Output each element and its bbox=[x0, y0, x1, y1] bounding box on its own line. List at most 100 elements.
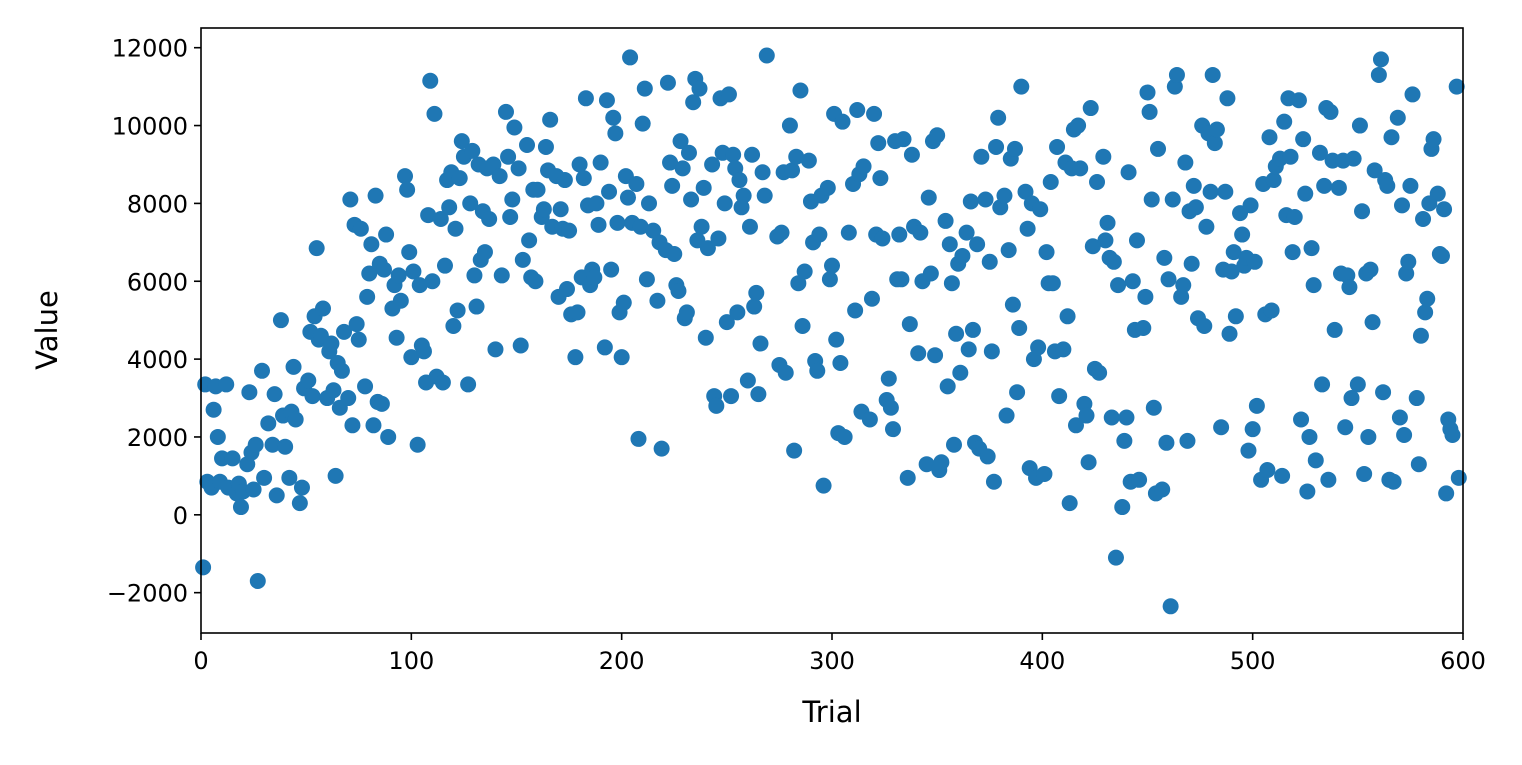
point bbox=[632, 218, 649, 235]
point bbox=[1217, 183, 1234, 200]
point bbox=[1084, 238, 1101, 255]
point bbox=[373, 395, 390, 412]
point bbox=[725, 146, 742, 163]
point bbox=[788, 148, 805, 165]
point bbox=[1120, 164, 1137, 181]
point bbox=[352, 220, 369, 237]
point bbox=[1017, 183, 1034, 200]
point bbox=[1061, 495, 1078, 512]
point bbox=[434, 374, 451, 391]
point bbox=[1311, 144, 1328, 161]
point bbox=[577, 90, 594, 107]
point bbox=[954, 247, 971, 264]
point bbox=[664, 177, 681, 194]
point bbox=[1032, 201, 1049, 218]
y-tick-label: 10000 bbox=[112, 113, 188, 141]
point bbox=[392, 292, 409, 309]
point bbox=[945, 436, 962, 453]
point bbox=[1265, 172, 1282, 189]
x-tick-label: 500 bbox=[1230, 647, 1276, 675]
point bbox=[556, 172, 573, 189]
point bbox=[744, 146, 761, 163]
point bbox=[662, 154, 679, 171]
point bbox=[514, 251, 531, 268]
point bbox=[1036, 465, 1053, 482]
point bbox=[849, 101, 866, 118]
point bbox=[758, 47, 775, 64]
point bbox=[824, 257, 840, 274]
point bbox=[397, 168, 414, 185]
point bbox=[695, 179, 712, 196]
point bbox=[1362, 261, 1379, 278]
point bbox=[1154, 481, 1171, 498]
point bbox=[1107, 549, 1124, 566]
point bbox=[1004, 296, 1021, 313]
point bbox=[253, 362, 270, 379]
point bbox=[948, 325, 965, 342]
point bbox=[634, 115, 651, 132]
point bbox=[1000, 242, 1017, 259]
point bbox=[567, 349, 584, 366]
point bbox=[638, 271, 655, 288]
point bbox=[314, 300, 331, 317]
point bbox=[784, 162, 801, 179]
point bbox=[723, 388, 740, 405]
point bbox=[466, 267, 483, 284]
point bbox=[809, 362, 826, 379]
point bbox=[571, 156, 588, 173]
point bbox=[1158, 434, 1175, 451]
point bbox=[1408, 390, 1425, 407]
point bbox=[205, 401, 222, 418]
point bbox=[287, 411, 304, 428]
point bbox=[333, 362, 350, 379]
point bbox=[367, 187, 384, 204]
point bbox=[241, 384, 258, 401]
y-tick-label: −2000 bbox=[107, 580, 188, 608]
point bbox=[659, 74, 676, 91]
point bbox=[1013, 78, 1030, 95]
point bbox=[424, 273, 441, 290]
point bbox=[1006, 140, 1023, 157]
point bbox=[1179, 432, 1196, 449]
point bbox=[476, 244, 493, 261]
point bbox=[636, 80, 653, 97]
point bbox=[1221, 325, 1238, 342]
point bbox=[983, 343, 1000, 360]
point bbox=[840, 224, 857, 241]
y-tick-label: 8000 bbox=[127, 190, 188, 218]
point bbox=[1156, 249, 1173, 266]
point bbox=[786, 442, 803, 459]
point bbox=[590, 216, 607, 233]
point bbox=[399, 181, 416, 198]
point bbox=[411, 277, 428, 294]
point bbox=[390, 267, 407, 284]
point bbox=[1187, 199, 1204, 216]
point bbox=[1274, 467, 1291, 484]
point bbox=[451, 170, 468, 187]
point bbox=[1246, 253, 1263, 270]
point bbox=[1326, 321, 1343, 338]
point bbox=[308, 240, 325, 257]
point bbox=[1116, 432, 1133, 449]
point bbox=[1164, 191, 1181, 208]
point bbox=[979, 448, 996, 465]
point bbox=[1379, 177, 1396, 194]
point bbox=[929, 127, 946, 144]
point bbox=[796, 263, 813, 280]
point bbox=[870, 135, 887, 152]
point bbox=[729, 304, 746, 321]
point bbox=[1009, 384, 1026, 401]
point bbox=[1314, 376, 1331, 393]
point bbox=[1078, 407, 1095, 424]
point bbox=[1351, 117, 1368, 134]
point bbox=[506, 119, 523, 136]
point bbox=[847, 302, 864, 319]
point bbox=[1038, 244, 1055, 261]
point bbox=[1213, 419, 1230, 436]
point bbox=[592, 154, 609, 171]
point bbox=[628, 175, 645, 192]
point bbox=[819, 179, 836, 196]
point bbox=[977, 191, 994, 208]
point bbox=[680, 144, 697, 161]
